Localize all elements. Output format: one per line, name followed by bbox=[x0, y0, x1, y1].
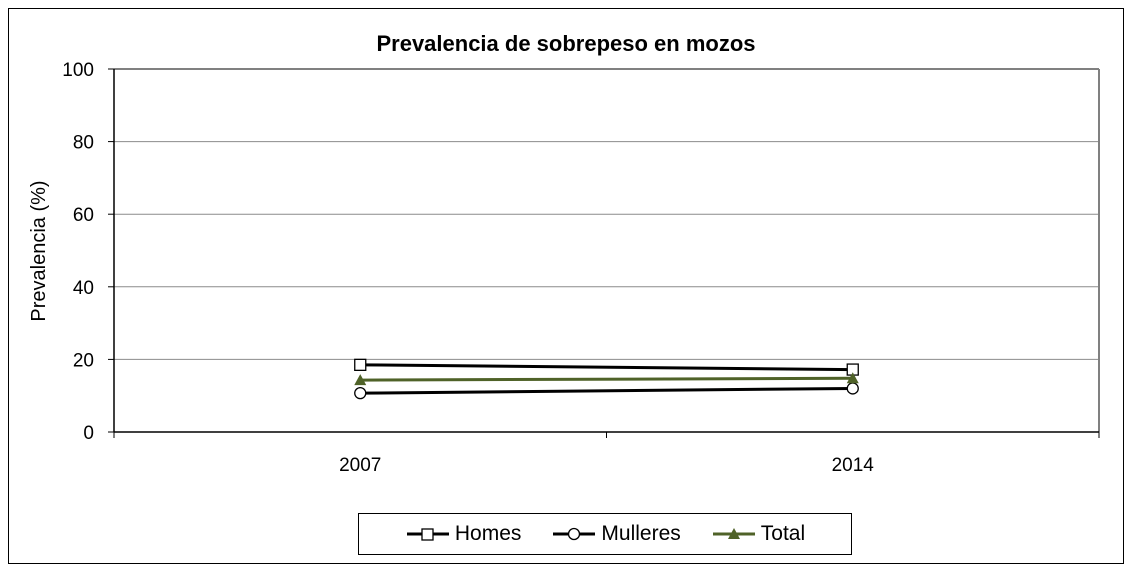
legend-marker-homes bbox=[406, 528, 449, 541]
y-tick-label-60: 60 bbox=[73, 205, 94, 226]
y-tick-label-80: 80 bbox=[73, 133, 94, 154]
legend: Homes Mulleres Total bbox=[358, 513, 852, 555]
x-tick-label-2007: 2007 bbox=[339, 455, 381, 476]
legend-label-total: Total bbox=[760, 522, 806, 545]
series-line-mulleres bbox=[360, 386, 853, 395]
chart-frame bbox=[8, 8, 1124, 564]
series-line-homes bbox=[360, 363, 853, 372]
series-line-total bbox=[360, 376, 853, 382]
legend-item-total: Total bbox=[711, 522, 805, 546]
y-tick-label-100: 100 bbox=[62, 60, 94, 81]
y-tick-label-40: 40 bbox=[73, 278, 94, 299]
chart-title: Prevalencia de sobrepeso en mozos bbox=[376, 31, 755, 56]
data-point-mulleres-2007 bbox=[354, 387, 367, 400]
x-tick-label-2014: 2014 bbox=[832, 455, 875, 476]
data-point-mulleres-2014 bbox=[846, 382, 859, 395]
y-axis-label: Prevalencia (%) bbox=[28, 180, 50, 321]
data-point-total-2007 bbox=[354, 374, 367, 386]
legend-item-mulleres: Mulleres bbox=[551, 522, 681, 546]
y-tick-label-0: 0 bbox=[83, 423, 94, 444]
data-point-homes-2007 bbox=[354, 358, 367, 371]
legend-label-homes: Homes bbox=[454, 522, 522, 545]
y-tick-label-20: 20 bbox=[73, 350, 94, 371]
data-point-total-2014 bbox=[846, 372, 859, 384]
legend-item-homes: Homes bbox=[405, 522, 522, 546]
legend-label-mulleres: Mulleres bbox=[601, 522, 681, 545]
legend-marker-mulleres bbox=[553, 527, 596, 541]
legend-marker-total bbox=[712, 528, 755, 539]
